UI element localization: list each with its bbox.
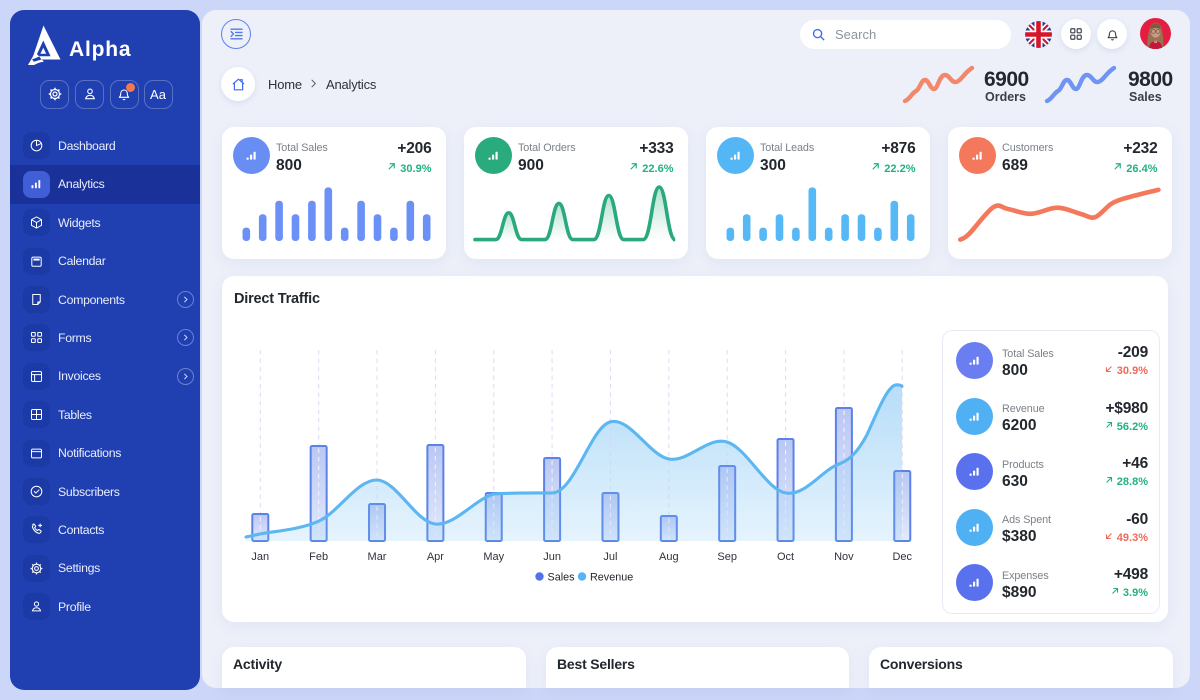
svg-text:Jun: Jun — [543, 551, 561, 563]
svg-text:Aug: Aug — [659, 551, 679, 563]
svg-text:Dec: Dec — [892, 551, 912, 563]
svg-text:Jan: Jan — [251, 551, 269, 563]
svg-text:Feb: Feb — [309, 551, 328, 563]
svg-text:Oct: Oct — [777, 551, 794, 563]
svg-text:Sales: Sales — [548, 572, 576, 584]
svg-text:Nov: Nov — [834, 551, 854, 563]
svg-text:Mar: Mar — [368, 551, 387, 563]
svg-text:Jul: Jul — [603, 551, 617, 563]
svg-text:Sep: Sep — [717, 551, 737, 563]
svg-text:May: May — [483, 551, 504, 563]
svg-text:Revenue: Revenue — [590, 572, 633, 584]
svg-text:Apr: Apr — [427, 551, 444, 563]
